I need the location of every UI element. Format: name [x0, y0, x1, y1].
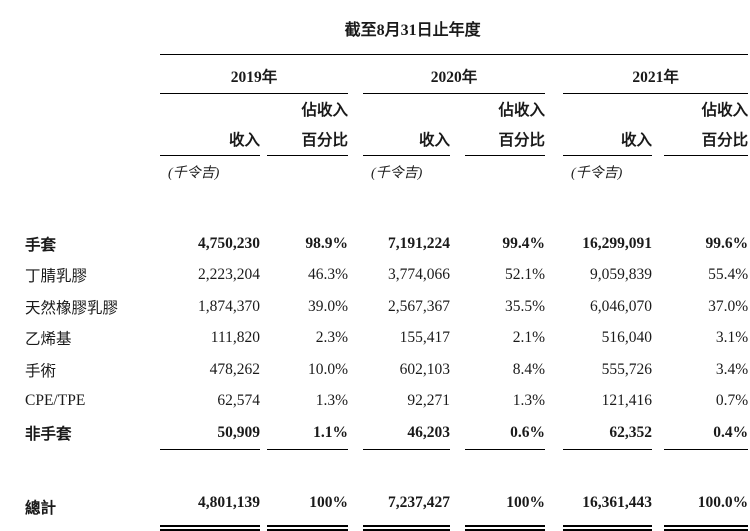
value-cell: 3.1%: [715, 329, 749, 347]
value-cell: 55.4%: [708, 266, 749, 284]
value-cell: 2,567,367: [388, 297, 450, 315]
value-cell: 3.4%: [715, 360, 749, 378]
col-header-pct-top-2021: 佔收入: [701, 102, 749, 119]
col-header-pct-top-2019: 佔收入: [301, 102, 348, 119]
total-value-cell: 100.0%: [664, 485, 749, 531]
table-row-gloves: 手套 4,750,230 98.9% 7,191,224 99.4% 16,29…: [25, 228, 748, 260]
table-title: 截至8月31日止年度: [344, 22, 481, 39]
value-cell: 10.0%: [307, 360, 348, 378]
value-cell: 6,046,070: [590, 297, 652, 315]
value-cell: 121,416: [601, 392, 652, 410]
col-header-pct-2021: 百分比: [664, 120, 749, 156]
value-cell: 37.0%: [708, 297, 749, 315]
value-cell: 99.6%: [705, 234, 749, 252]
table-row-vinyl: 乙烯基 111,820 2.3% 155,417 2.1% 516,040 3.…: [25, 323, 748, 355]
unit-label-2019: (千令吉): [168, 166, 220, 181]
col-header-revenue-2020: 收入: [363, 120, 450, 156]
value-cell: 555,726: [601, 360, 652, 378]
value-cell: 46.3%: [307, 266, 348, 284]
table-row-non-gloves: 非手套 50,909 1.1% 46,203 0.6% 62,352 0.4%: [25, 417, 749, 450]
table-row-surgical: 手術 478,262 10.0% 602,103 8.4% 555,726 3.…: [25, 354, 748, 386]
title-rule: [160, 46, 749, 55]
value-cell: 516,040: [601, 329, 652, 347]
value-cell: 8.4%: [512, 360, 545, 378]
col-header-pct-2020: 百分比: [465, 120, 545, 156]
value-cell: 2.1%: [512, 329, 545, 347]
value-cell: 1,874,370: [198, 297, 260, 315]
row-label: 手套: [25, 236, 57, 254]
value-cell: 39.0%: [307, 297, 348, 315]
table-title-row: 截至8月31日止年度: [25, 10, 748, 46]
subheader-row-1: 佔收入 佔收入 佔收入: [25, 94, 748, 121]
value-cell: 4,750,230: [198, 234, 260, 252]
row-label: 乙烯基: [25, 331, 72, 349]
value-cell: 478,262: [209, 360, 260, 378]
table-row-natural-rubber: 天然橡膠乳膠 1,874,370 39.0% 2,567,367 35.5% 6…: [25, 291, 748, 323]
unit-label-2020: (千令吉): [371, 166, 423, 181]
title-rule-row: [25, 46, 749, 55]
row-label: 手術: [25, 362, 57, 380]
year-header-2020: 2020年: [363, 54, 545, 94]
subheader-row-2: 收入 百分比 收入 百分比 收入 百分比: [25, 120, 749, 156]
value-cell: 0.4%: [664, 417, 749, 450]
value-cell: 2,223,204: [198, 266, 260, 284]
value-cell: 155,417: [399, 329, 450, 347]
value-cell: 92,271: [407, 392, 450, 410]
spacer-row: [25, 449, 748, 486]
value-cell: 9,059,839: [590, 266, 652, 284]
total-value-cell: 100%: [267, 485, 348, 531]
value-cell: 1.3%: [315, 392, 348, 410]
row-label: 丁腈乳膠: [25, 268, 88, 286]
table-row-cpe-tpe: CPE/TPE 62,574 1.3% 92,271 1.3% 121,416 …: [25, 386, 748, 418]
value-cell: 602,103: [399, 360, 450, 378]
year-header-2019: 2019年: [160, 54, 348, 94]
col-header-revenue-2019: 收入: [160, 120, 260, 156]
value-cell: 1.3%: [512, 392, 545, 410]
row-label: CPE/TPE: [25, 392, 86, 410]
value-cell: 3,774,066: [388, 266, 450, 284]
value-cell: 7,191,224: [388, 234, 450, 252]
value-cell: 1.1%: [267, 417, 348, 450]
value-cell: 99.4%: [502, 234, 545, 252]
value-cell: 62,574: [217, 392, 260, 410]
value-cell: 46,203: [363, 417, 450, 450]
total-value-cell: 16,361,443: [563, 485, 652, 531]
value-cell: 16,299,091: [582, 234, 652, 252]
value-cell: 52.1%: [504, 266, 545, 284]
row-label: 天然橡膠乳膠: [25, 299, 119, 317]
total-row-label: 總計: [25, 499, 57, 517]
spacer-row: [25, 188, 748, 228]
col-header-revenue-2021: 收入: [563, 120, 652, 156]
value-cell: 35.5%: [504, 297, 545, 315]
revenue-breakdown-table: 截至8月31日止年度 2019年 2020年 2021年 佔收入 佔收入 佔收入: [25, 10, 749, 531]
value-cell: 2.3%: [315, 329, 348, 347]
value-cell: 0.7%: [715, 392, 749, 410]
total-value-cell: 100%: [465, 485, 545, 531]
table-row-nitrile: 丁腈乳膠 2,223,204 46.3% 3,774,066 52.1% 9,0…: [25, 260, 748, 292]
unit-label-2021: (千令吉): [571, 166, 623, 181]
value-cell: 0.6%: [465, 417, 545, 450]
col-header-pct-top-2020: 佔收入: [498, 102, 545, 119]
value-cell: 111,820: [210, 329, 260, 347]
total-value-cell: 7,237,427: [363, 485, 450, 531]
value-cell: 98.9%: [305, 234, 348, 252]
value-cell: 62,352: [563, 417, 652, 450]
year-header-row: 2019年 2020年 2021年: [25, 54, 749, 94]
unit-row: (千令吉) (千令吉) (千令吉): [25, 156, 748, 189]
col-header-pct-2019: 百分比: [267, 120, 348, 156]
total-value-cell: 4,801,139: [160, 485, 260, 531]
value-cell: 50,909: [160, 417, 260, 450]
table-row-total: 總計 4,801,139 100% 7,237,427 100% 16,361,…: [25, 485, 749, 531]
row-label: 非手套: [25, 426, 72, 443]
year-header-2021: 2021年: [563, 54, 749, 94]
